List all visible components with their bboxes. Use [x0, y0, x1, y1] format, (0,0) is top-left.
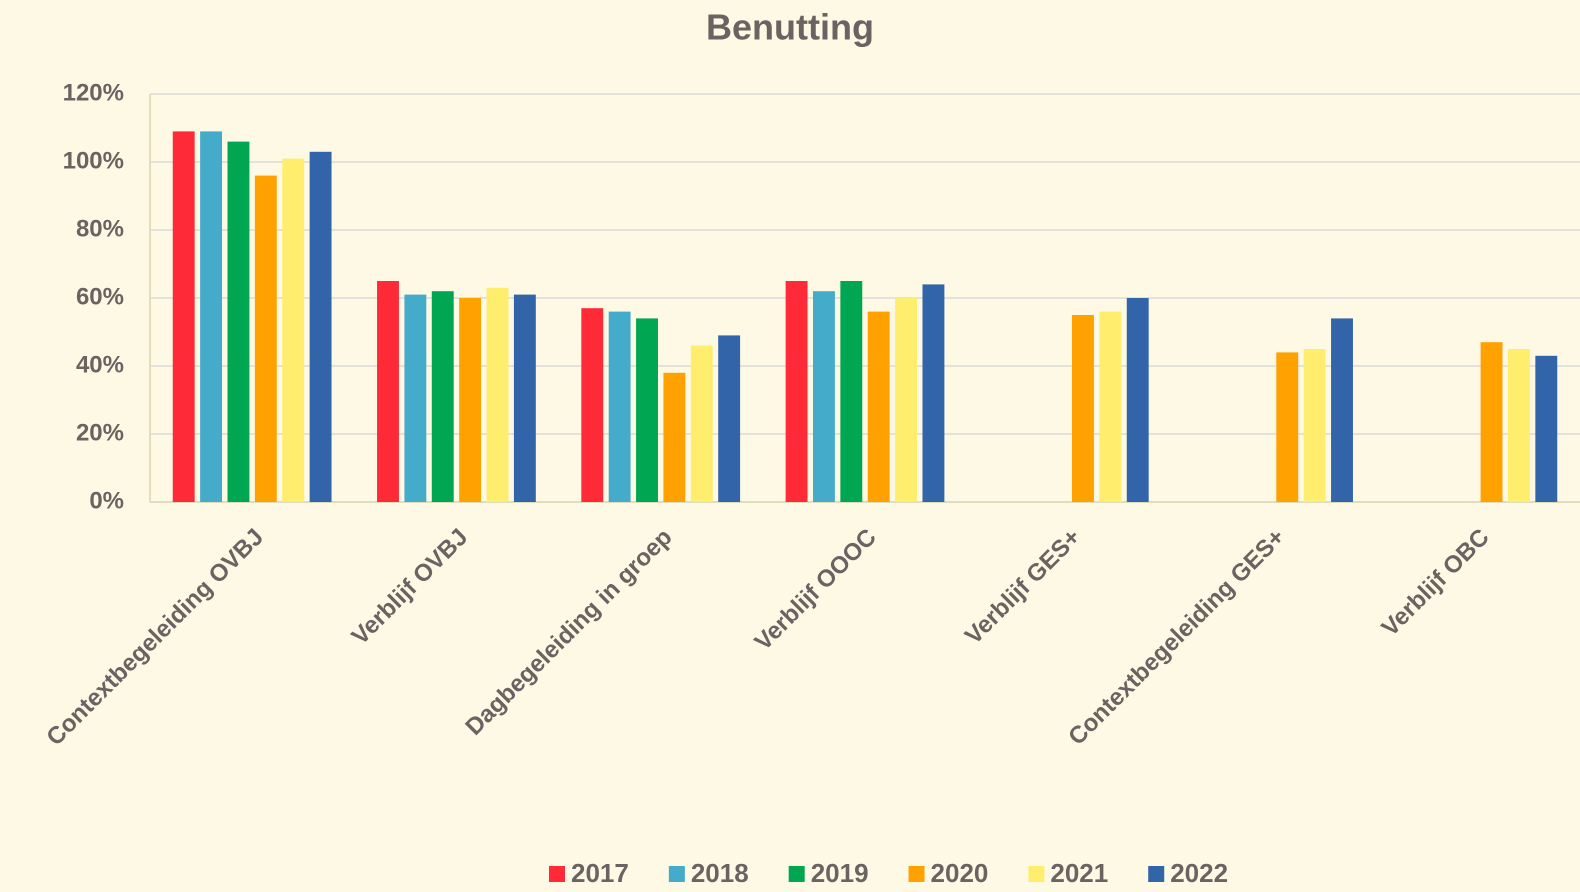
bar — [1126, 298, 1149, 502]
legend-label: 2017 — [571, 858, 629, 888]
chart-title: Benutting — [706, 7, 874, 48]
legend-swatch — [1028, 866, 1045, 882]
bar — [608, 311, 631, 502]
x-tick-label-group: Contextbegeleiding GES+ — [1063, 524, 1290, 751]
bar — [254, 175, 277, 502]
x-tick-label: Contextbegeleiding GES+ — [1063, 524, 1290, 751]
legend-label: 2021 — [1050, 858, 1108, 888]
bar — [636, 318, 658, 502]
legend-swatch — [549, 866, 565, 882]
x-tick-label-group: Verblijf OVBJ — [347, 524, 474, 651]
legend-label: 2022 — [1170, 858, 1228, 888]
bar — [895, 298, 918, 502]
bar — [785, 281, 808, 502]
bar — [1507, 349, 1530, 502]
x-tick-label: Verblijf OVBJ — [347, 524, 474, 651]
bar — [513, 294, 536, 502]
x-tick-label: Verblijf OBC — [1376, 524, 1494, 642]
legend-label: 2020 — [931, 858, 989, 888]
x-tick-label: Contextbegeleiding OVBJ — [41, 524, 268, 751]
y-tick-label: 40% — [76, 351, 124, 378]
bar — [1331, 318, 1353, 502]
bar — [1480, 342, 1503, 502]
legend-swatch — [908, 866, 925, 882]
bar — [309, 151, 332, 503]
y-tick-label: 0% — [89, 487, 124, 514]
bar — [227, 141, 250, 502]
bar — [663, 372, 686, 502]
bar — [718, 335, 741, 502]
bar — [1303, 349, 1326, 502]
bar — [282, 158, 305, 502]
y-tick-label: 60% — [76, 283, 124, 310]
x-tick-label: Verblijf GES+ — [960, 524, 1086, 650]
x-tick-label-group: Contextbegeleiding OVBJ — [41, 524, 268, 751]
x-tick-label-group: Verblijf OOOC — [749, 524, 881, 656]
legend-label: 2018 — [691, 858, 749, 888]
bar — [1099, 311, 1122, 502]
y-tick-label: 80% — [76, 215, 124, 242]
bar — [581, 308, 604, 502]
bar — [840, 281, 863, 502]
y-tick-label: 100% — [63, 147, 124, 174]
x-tick-label-group: Verblijf GES+ — [960, 524, 1086, 650]
legend-label: 2019 — [811, 858, 869, 888]
bar — [690, 345, 713, 502]
bar — [404, 294, 427, 502]
x-tick-label: Verblijf OOOC — [749, 524, 881, 656]
bar — [486, 287, 509, 502]
y-tick-label: 20% — [76, 419, 124, 446]
bar — [431, 291, 454, 502]
x-tick-label-group: Verblijf OBC — [1376, 524, 1494, 642]
legend-swatch — [1148, 866, 1165, 882]
bar — [1535, 355, 1558, 502]
bar — [459, 298, 482, 502]
x-tick-label-group: Dagbegeleiding in groep — [460, 524, 677, 741]
bar — [377, 281, 399, 502]
legend-swatch — [668, 866, 685, 882]
bar — [922, 284, 945, 502]
legend-swatch — [788, 866, 805, 882]
bar — [812, 291, 835, 502]
bar — [1072, 315, 1094, 502]
bar — [172, 131, 195, 502]
x-tick-label: Dagbegeleiding in groep — [460, 524, 677, 741]
bar — [1276, 352, 1299, 502]
y-tick-label: 120% — [63, 79, 124, 106]
bar — [200, 131, 223, 502]
bar — [867, 311, 890, 502]
